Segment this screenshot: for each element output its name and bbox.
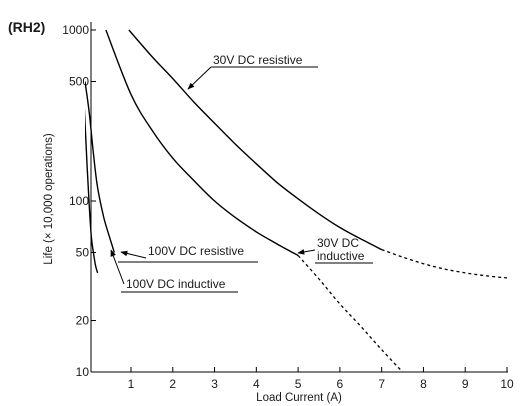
x-axis-label: Load Current (A) bbox=[256, 392, 342, 404]
30v-dc-resistive-curve-extrapolated bbox=[381, 248, 508, 279]
30v-dc-resistive-label: 30V DC resistive bbox=[213, 53, 303, 67]
y-tick-label: 10 bbox=[76, 365, 90, 379]
30v-dc-inductive-label-line2: inductive bbox=[317, 249, 365, 263]
30v-dc-resistive-label-arrow bbox=[187, 66, 212, 90]
100v-dc-resistive-label-arrow bbox=[120, 250, 147, 259]
30v-dc-resistive-curve bbox=[128, 29, 383, 251]
100v-dc-inductive-curve bbox=[85, 107, 99, 274]
x-tick-label: 5 bbox=[295, 377, 302, 391]
chart-title: (RH2) bbox=[8, 19, 45, 35]
y-tick-label: 100 bbox=[69, 194, 89, 208]
x-tick-label: 1 bbox=[128, 377, 135, 391]
x-tick-label: 9 bbox=[462, 377, 469, 391]
x-axis-ticks: 1 2 3 4 5 6 7 8 9 10 bbox=[128, 367, 514, 391]
x-tick-label: 2 bbox=[169, 377, 176, 391]
y-axis-label: Life (× 10,000 operations) bbox=[43, 133, 55, 265]
y-tick-label: 1000 bbox=[62, 23, 89, 37]
x-tick-label: 10 bbox=[500, 377, 514, 391]
100v-dc-resistive-curve bbox=[85, 81, 115, 253]
y-axis-ticks: 10 20 50 100 500 1000 bbox=[62, 23, 96, 379]
y-tick-label: 50 bbox=[76, 245, 90, 259]
x-tick-label: 7 bbox=[378, 377, 385, 391]
100v-dc-inductive-label-arrow bbox=[110, 249, 125, 285]
x-tick-label: 4 bbox=[253, 377, 260, 391]
y-tick-label: 500 bbox=[69, 74, 89, 88]
y-tick-label: 20 bbox=[76, 314, 90, 328]
30v-dc-inductive-curve-extrapolated bbox=[297, 255, 404, 372]
30v-dc-inductive-label-arrow bbox=[297, 249, 316, 255]
x-tick-label: 8 bbox=[420, 377, 427, 391]
x-tick-label: 3 bbox=[211, 377, 218, 391]
30v-dc-inductive-label-line1: 30V DC bbox=[317, 236, 359, 250]
30v-dc-inductive-curve bbox=[105, 29, 299, 257]
100v-dc-inductive-label: 100V DC inductive bbox=[126, 277, 226, 291]
series-curves bbox=[85, 29, 508, 372]
100v-dc-resistive-label: 100V DC resistive bbox=[148, 244, 244, 258]
x-tick-label: 6 bbox=[337, 377, 344, 391]
